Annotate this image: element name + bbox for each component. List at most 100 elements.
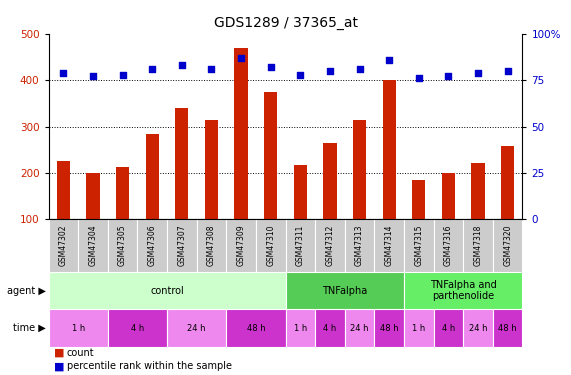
Bar: [226, 219, 256, 272]
Bar: [315, 309, 345, 347]
Bar: [49, 309, 108, 347]
Point: [148, 66, 157, 72]
Point: [236, 55, 246, 61]
Text: ■: ■: [54, 348, 65, 358]
Point: [59, 70, 68, 76]
Text: count: count: [67, 348, 94, 358]
Point: [444, 74, 453, 80]
Text: GSM47305: GSM47305: [118, 225, 127, 266]
Point: [325, 68, 335, 74]
Bar: [433, 309, 463, 347]
Text: GSM47302: GSM47302: [59, 225, 68, 266]
Text: agent ▶: agent ▶: [7, 286, 46, 296]
Bar: [493, 309, 522, 347]
Bar: [286, 272, 404, 309]
Bar: [442, 173, 455, 219]
Text: ■: ■: [54, 361, 65, 371]
Bar: [196, 219, 226, 272]
Text: GSM47304: GSM47304: [89, 225, 98, 266]
Text: control: control: [150, 286, 184, 296]
Bar: [49, 272, 286, 309]
Bar: [116, 167, 129, 219]
Bar: [375, 309, 404, 347]
Bar: [345, 219, 375, 272]
Point: [266, 64, 275, 70]
Text: GSM47310: GSM47310: [266, 225, 275, 266]
Text: GSM47306: GSM47306: [148, 225, 156, 266]
Point: [414, 75, 423, 81]
Text: GSM47318: GSM47318: [473, 225, 482, 266]
Text: 1 h: 1 h: [412, 324, 425, 333]
Point: [177, 62, 186, 68]
Bar: [463, 309, 493, 347]
Bar: [472, 163, 485, 219]
Bar: [323, 143, 336, 219]
Text: GSM47320: GSM47320: [503, 225, 512, 266]
Bar: [108, 309, 167, 347]
Bar: [404, 219, 433, 272]
Point: [207, 66, 216, 72]
Bar: [286, 219, 315, 272]
Bar: [175, 108, 188, 219]
Text: GDS1289 / 37365_at: GDS1289 / 37365_at: [214, 16, 357, 30]
Text: GSM47311: GSM47311: [296, 225, 305, 266]
Text: TNFalpha: TNFalpha: [322, 286, 367, 296]
Point: [503, 68, 512, 74]
Bar: [383, 80, 396, 219]
Text: 1 h: 1 h: [71, 324, 85, 333]
Bar: [57, 161, 70, 219]
Bar: [463, 219, 493, 272]
Text: 4 h: 4 h: [323, 324, 336, 333]
Text: GSM47307: GSM47307: [178, 225, 186, 266]
Point: [118, 72, 127, 78]
Text: 24 h: 24 h: [469, 324, 487, 333]
Point: [385, 57, 394, 63]
Text: 24 h: 24 h: [187, 324, 206, 333]
Bar: [167, 219, 196, 272]
Text: 24 h: 24 h: [350, 324, 369, 333]
Text: percentile rank within the sample: percentile rank within the sample: [67, 361, 232, 371]
Text: GSM47314: GSM47314: [385, 225, 393, 266]
Bar: [412, 180, 425, 219]
Text: GSM47312: GSM47312: [325, 225, 335, 266]
Bar: [345, 309, 375, 347]
Bar: [138, 219, 167, 272]
Bar: [235, 48, 248, 219]
Point: [355, 66, 364, 72]
Text: time ▶: time ▶: [13, 323, 46, 333]
Text: GSM47315: GSM47315: [415, 225, 423, 266]
Bar: [501, 146, 514, 219]
Bar: [375, 219, 404, 272]
Bar: [167, 309, 226, 347]
Text: 48 h: 48 h: [498, 324, 517, 333]
Text: 1 h: 1 h: [293, 324, 307, 333]
Text: GSM47309: GSM47309: [236, 225, 246, 266]
Bar: [108, 219, 138, 272]
Bar: [205, 120, 218, 219]
Bar: [264, 92, 278, 219]
Text: 4 h: 4 h: [442, 324, 455, 333]
Bar: [353, 120, 366, 219]
Bar: [433, 219, 463, 272]
Text: GSM47313: GSM47313: [355, 225, 364, 266]
Bar: [256, 219, 286, 272]
Text: 4 h: 4 h: [131, 324, 144, 333]
Bar: [315, 219, 345, 272]
Bar: [404, 309, 433, 347]
Bar: [146, 134, 159, 219]
Bar: [49, 219, 78, 272]
Bar: [404, 272, 522, 309]
Bar: [86, 173, 99, 219]
Bar: [78, 219, 108, 272]
Text: 48 h: 48 h: [380, 324, 399, 333]
Bar: [286, 309, 315, 347]
Point: [89, 74, 98, 80]
Bar: [293, 165, 307, 219]
Bar: [493, 219, 522, 272]
Point: [473, 70, 482, 76]
Text: GSM47308: GSM47308: [207, 225, 216, 266]
Text: 48 h: 48 h: [247, 324, 265, 333]
Bar: [226, 309, 286, 347]
Text: GSM47316: GSM47316: [444, 225, 453, 266]
Point: [296, 72, 305, 78]
